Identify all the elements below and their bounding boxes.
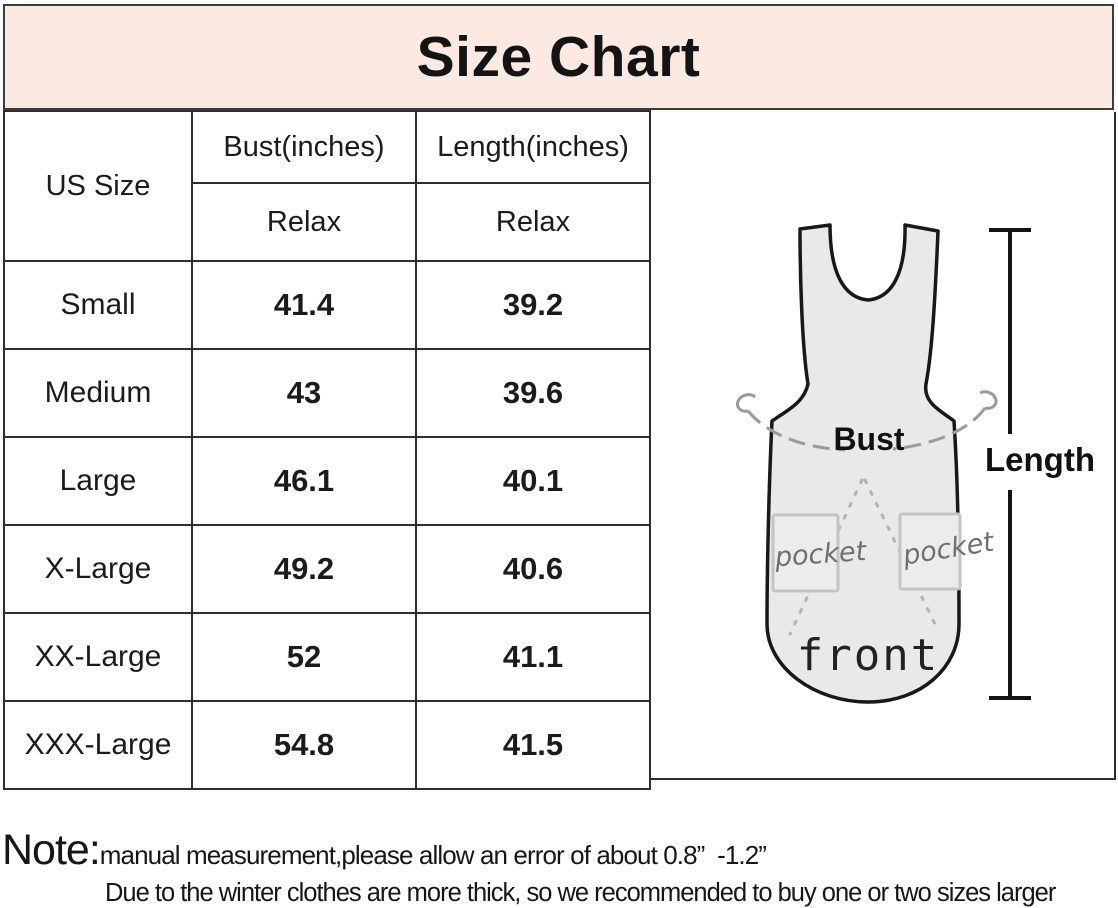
table-row: XX-Large 52 41.1 xyxy=(3,612,651,702)
size-cell: XX-Large xyxy=(3,612,193,702)
bust-cell: 46.1 xyxy=(191,436,417,526)
length-cell: 39.6 xyxy=(415,348,651,438)
bust-label: Bust xyxy=(833,421,904,457)
size-cell: X-Large xyxy=(3,524,193,614)
length-cell: 40.1 xyxy=(415,436,651,526)
table-row: X-Large 49.2 40.6 xyxy=(3,524,651,614)
size-cell: Large xyxy=(3,436,193,526)
table-row: XXX-Large 54.8 41.5 xyxy=(3,700,651,790)
length-label: Length xyxy=(985,441,1095,478)
header-us-size: US Size xyxy=(3,110,193,262)
note-section: Note: manual measurement,please allow an … xyxy=(2,826,1117,908)
note-line-1: Note: manual measurement,please allow an … xyxy=(2,826,1117,875)
subheader-bust-relax: Relax xyxy=(191,182,417,262)
note-prefix: Note: xyxy=(2,826,101,874)
title-banner: Size Chart xyxy=(3,4,1114,110)
bust-cell: 54.8 xyxy=(191,700,417,790)
apron-diagram: pocket pocket Bust front Length xyxy=(736,223,1095,704)
header-length: Length(inches) xyxy=(415,110,651,184)
pocket-left-label: pocket xyxy=(773,536,869,573)
length-cell: 40.6 xyxy=(415,524,651,614)
front-label: front xyxy=(797,630,939,681)
bust-measure-ellipse xyxy=(736,390,998,452)
note-line-2: Due to the winter clothes are more thick… xyxy=(105,879,1056,907)
table-header-row: US Size Bust(inches) Length(inches) xyxy=(3,110,651,262)
bust-cell: 52 xyxy=(191,612,417,702)
length-cell: 41.5 xyxy=(415,700,651,790)
pocket-right xyxy=(898,512,962,591)
table-row: Small 41.4 39.2 xyxy=(3,260,651,350)
note-text: manual measurement,please allow an error… xyxy=(99,840,767,870)
table-subheader-row: Relax Relax xyxy=(4,182,651,262)
length-cell: 41.1 xyxy=(415,612,651,702)
length-cell: 39.2 xyxy=(415,260,651,350)
table-row: Large 46.1 40.1 xyxy=(3,436,651,526)
size-cell: Small xyxy=(3,260,193,350)
length-line xyxy=(989,228,1031,700)
page-title: Size Chart xyxy=(416,25,701,89)
table-row: Medium 43 39.6 xyxy=(3,348,651,438)
size-table: US Size Bust(inches) Length(inches) Rela… xyxy=(3,110,651,790)
header-bust: Bust(inches) xyxy=(191,110,417,184)
size-cell: Medium xyxy=(3,348,193,438)
bust-cell: 43 xyxy=(191,348,417,438)
subheader-length-relax: Relax xyxy=(415,182,651,262)
bust-cell: 41.4 xyxy=(191,260,417,350)
measurement-diagram-panel: pocket pocket Bust front Length xyxy=(651,112,1116,780)
bust-cell: 49.2 xyxy=(191,524,417,614)
size-cell: XXX-Large xyxy=(3,700,193,790)
pocket-left xyxy=(771,513,840,593)
